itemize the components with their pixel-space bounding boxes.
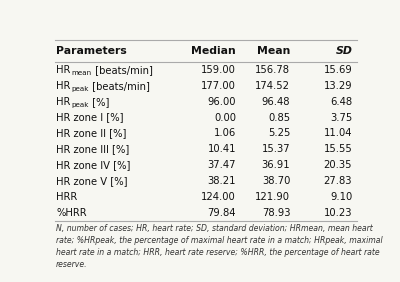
Text: N, number of cases; HR, heart rate; SD, standard deviation; HRmean, mean heart
r: N, number of cases; HR, heart rate; SD, … [56,224,383,269]
Text: 38.21: 38.21 [208,176,236,186]
Text: 9.10: 9.10 [330,192,352,202]
Text: 10.23: 10.23 [324,208,352,218]
Text: 10.41: 10.41 [208,144,236,154]
Text: HR zone V [%]: HR zone V [%] [56,176,128,186]
Text: 15.37: 15.37 [262,144,290,154]
Text: 6.48: 6.48 [330,97,352,107]
Text: 15.69: 15.69 [324,65,352,75]
Text: HR: HR [56,97,70,107]
Text: HR zone III [%]: HR zone III [%] [56,144,130,154]
Text: 96.48: 96.48 [262,97,290,107]
Text: HR zone II [%]: HR zone II [%] [56,128,126,138]
Text: 5.25: 5.25 [268,128,290,138]
Text: 96.00: 96.00 [208,97,236,107]
Text: HR zone I [%]: HR zone I [%] [56,113,124,123]
Text: Mean: Mean [257,46,290,56]
Text: 37.47: 37.47 [208,160,236,170]
Text: 11.04: 11.04 [324,128,352,138]
Text: 156.78: 156.78 [255,65,290,75]
Text: 13.29: 13.29 [324,81,352,91]
Text: 36.91: 36.91 [262,160,290,170]
Text: HR: HR [56,65,70,75]
Text: 78.93: 78.93 [262,208,290,218]
Text: SD: SD [335,46,352,56]
Text: 27.83: 27.83 [324,176,352,186]
Text: [beats/min]: [beats/min] [89,81,150,91]
Text: 0.85: 0.85 [268,113,290,123]
Text: HR: HR [56,81,70,91]
Text: 79.84: 79.84 [208,208,236,218]
Text: peak: peak [71,102,88,107]
Text: 159.00: 159.00 [201,65,236,75]
Text: HR zone IV [%]: HR zone IV [%] [56,160,130,170]
Text: 177.00: 177.00 [201,81,236,91]
Text: 1.06: 1.06 [214,128,236,138]
Text: peak: peak [71,86,88,92]
Text: mean: mean [71,70,91,76]
Text: HRR: HRR [56,192,78,202]
Text: [beats/min]: [beats/min] [92,65,153,75]
Text: 0.00: 0.00 [214,113,236,123]
Text: Median: Median [191,46,236,56]
Text: 38.70: 38.70 [262,176,290,186]
Text: 124.00: 124.00 [201,192,236,202]
Text: 15.55: 15.55 [324,144,352,154]
Text: 174.52: 174.52 [255,81,290,91]
Text: %HRR: %HRR [56,208,87,218]
Text: 121.90: 121.90 [255,192,290,202]
Text: Parameters: Parameters [56,46,127,56]
Text: [%]: [%] [89,97,110,107]
Text: 20.35: 20.35 [324,160,352,170]
Text: 3.75: 3.75 [330,113,352,123]
